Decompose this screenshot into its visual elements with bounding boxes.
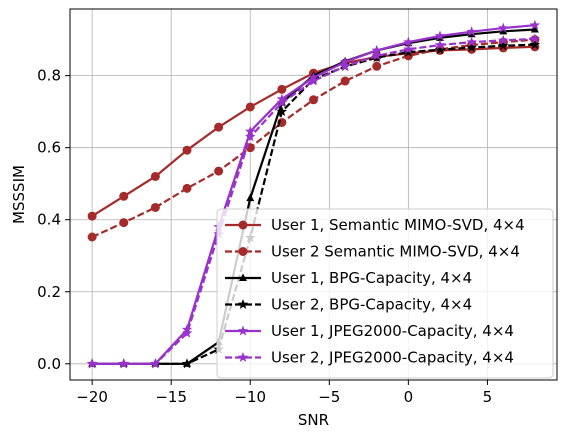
data-point (498, 22, 509, 33)
data-point (403, 43, 414, 54)
data-point (372, 61, 382, 71)
y-tick-label: 0.0 (37, 355, 61, 373)
data-point (182, 183, 192, 193)
legend-marker (237, 299, 249, 309)
data-point (214, 122, 224, 132)
data-point (245, 131, 256, 142)
data-point (181, 327, 193, 338)
legend-marker (237, 352, 249, 362)
y-tick-label: 0.8 (37, 67, 61, 85)
legend-entry: User 2, JPEG2000-Capacity, 4×4 (225, 349, 514, 367)
axis-ticks: −20 −15 −10 −5 0 5 0.0 0.2 0.4 0.6 0.8 (37, 67, 492, 406)
data-point (182, 145, 192, 155)
data-point (466, 42, 477, 52)
y-tick-label: 0.2 (37, 283, 61, 301)
data-point (434, 44, 446, 55)
data-point (150, 171, 160, 181)
data-point (403, 36, 414, 47)
y-axis-label: MSSSIM (10, 165, 28, 224)
data-point (87, 211, 97, 221)
data-point (181, 358, 193, 369)
series-line (92, 37, 535, 365)
data-point (434, 39, 446, 50)
x-tick-label: −5 (318, 388, 340, 406)
data-point (466, 26, 477, 37)
data-point (403, 46, 414, 57)
data-point (498, 40, 509, 51)
x-tick-label: −20 (76, 388, 108, 406)
data-point (309, 95, 318, 105)
legend: User 1, Semantic MIMO-SVD, 4×4 User 2 Sem… (216, 208, 554, 379)
data-point (87, 232, 97, 242)
legend-marker (237, 325, 249, 336)
legend-marker (238, 247, 248, 256)
series-1 (87, 42, 540, 221)
data-point (246, 193, 255, 202)
legend-entry: User 2 Semantic MIMO-SVD, 4×4 (225, 243, 520, 261)
x-tick-label: 5 (483, 388, 493, 406)
plot-frame (69, 8, 558, 381)
data-point (371, 50, 382, 61)
legend-entry: User 1, BPG-Capacity, 4×4 (225, 269, 472, 287)
legend-box (216, 208, 554, 379)
data-point (245, 102, 255, 112)
legend-marker (238, 220, 248, 230)
data-point (340, 76, 350, 86)
x-tick-label: −10 (234, 388, 266, 406)
legend-entry: User 1, Semantic MIMO-SVD, 4×4 (225, 216, 525, 234)
legend-label: User 2, JPEG2000-Capacity, 4×4 (271, 349, 514, 367)
data-point (277, 84, 287, 94)
data-point (276, 97, 288, 108)
data-point (119, 218, 129, 228)
series-lines (86, 19, 541, 369)
data-point (276, 106, 288, 117)
data-point (339, 60, 351, 71)
data-point (86, 358, 98, 369)
data-point (529, 39, 541, 50)
data-point (245, 125, 256, 136)
data-point (466, 36, 477, 47)
legend-entry: User 1, JPEG2000-Capacity, 4×4 (225, 322, 514, 340)
data-point (434, 30, 446, 41)
legend-label: User 1, Semantic MIMO-SVD, 4×4 (271, 216, 525, 234)
data-point (499, 26, 508, 35)
data-point (308, 75, 319, 86)
legend-label: User 2 Semantic MIMO-SVD, 4×4 (271, 243, 520, 261)
data-point (214, 166, 224, 176)
data-point (530, 25, 539, 33)
y-tick-label: 0.6 (37, 139, 61, 157)
x-tick-label: −15 (155, 388, 187, 406)
data-point (119, 191, 129, 201)
data-point (150, 202, 160, 212)
data-point (529, 33, 541, 44)
data-point (118, 358, 129, 369)
legend-label: User 1, JPEG2000-Capacity, 4×4 (271, 322, 514, 340)
data-point (498, 34, 509, 45)
legend-label: User 1, BPG-Capacity, 4×4 (271, 269, 472, 287)
legend-marker (239, 273, 247, 281)
data-point (150, 358, 161, 369)
y-tick-label: 0.4 (37, 211, 61, 229)
data-point (371, 44, 382, 55)
x-tick-label: 0 (404, 388, 414, 406)
x-axis-label: SNR (298, 411, 329, 429)
data-point (529, 19, 541, 30)
legend-entry: User 2, BPG-Capacity, 4×4 (225, 296, 472, 314)
legend-label: User 2, BPG-Capacity, 4×4 (271, 296, 472, 314)
